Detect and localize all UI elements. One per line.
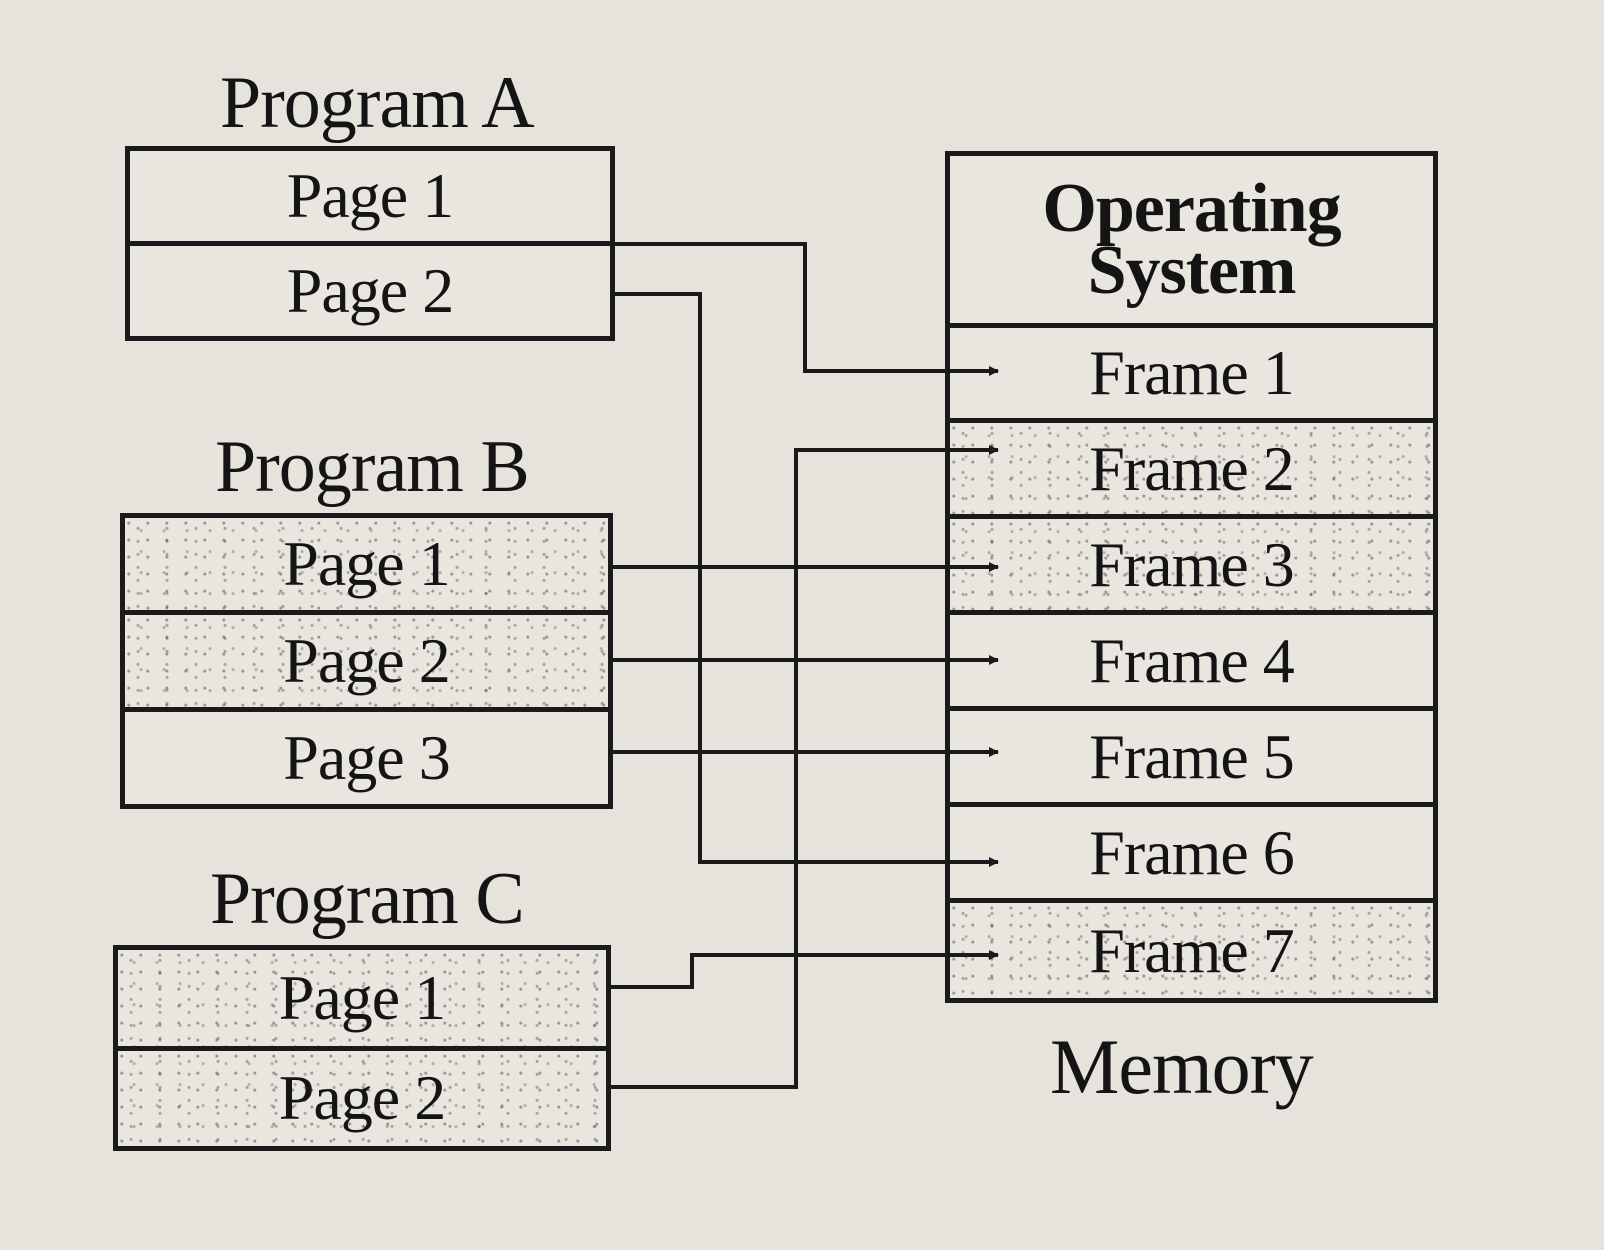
program-a-page-1: Page 1 (286, 160, 454, 231)
program-a-title: Program A (220, 62, 535, 144)
program-c-page-1: Page 1 (118, 950, 606, 1046)
memory-label: Memory (1050, 1023, 1314, 1110)
program-b-page-1: Page 1 (125, 518, 608, 610)
os-label-line-1: Operating (1042, 169, 1341, 247)
program-a-page-2: Page 2 (130, 241, 610, 336)
operating-system-block: Operating System (950, 156, 1433, 328)
program-b-page-2: Page 2 (125, 610, 608, 707)
arrow-a-page1-to-frame-1 (615, 242, 999, 376)
program-b-box: Page 1 Page 2 Page 3 (120, 513, 613, 809)
frame-1: Frame 1 (950, 328, 1433, 423)
frame-2: Frame 2 (950, 423, 1433, 519)
program-b-page-3: Page 3 (125, 707, 608, 804)
program-c-title: Program C (210, 858, 525, 940)
program-c-page-2: Page 2 (118, 1045, 606, 1146)
program-c-box: Page 1 Page 2 (113, 945, 611, 1151)
memory-box: Operating System Frame 1 Frame 2 Frame 3… (945, 151, 1438, 1003)
frame-7: Frame 7 (950, 903, 1433, 998)
arrow-c-page1-to-frame-7 (611, 950, 999, 989)
frame-4: Frame 4 (950, 615, 1433, 711)
arrow-c-page2-to-frame-2 (611, 445, 999, 1089)
os-label-line-2: System (1087, 231, 1297, 309)
frame-5: Frame 5 (950, 711, 1433, 807)
frame-6: Frame 6 (950, 807, 1433, 903)
program-b-title: Program B (215, 426, 530, 508)
frame-3: Frame 3 (950, 519, 1433, 615)
program-a-box: Page 1 Page 2 (125, 146, 615, 341)
arrow-a-page2-to-frame-6 (615, 292, 999, 867)
